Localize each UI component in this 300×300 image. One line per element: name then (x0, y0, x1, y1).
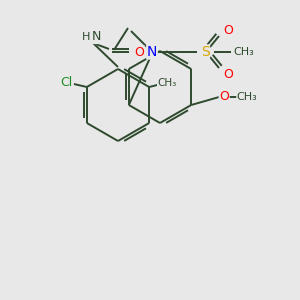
Text: Cl: Cl (61, 76, 73, 89)
Text: O: O (223, 23, 233, 37)
Text: H: H (82, 32, 90, 42)
Text: N: N (147, 45, 157, 59)
Text: O: O (219, 91, 229, 103)
Text: CH₃: CH₃ (158, 78, 177, 88)
Text: O: O (223, 68, 233, 80)
Text: CH₃: CH₃ (234, 47, 254, 57)
Text: S: S (201, 45, 209, 59)
Text: O: O (134, 46, 144, 59)
Text: N: N (91, 31, 101, 44)
Text: CH₃: CH₃ (237, 92, 258, 102)
